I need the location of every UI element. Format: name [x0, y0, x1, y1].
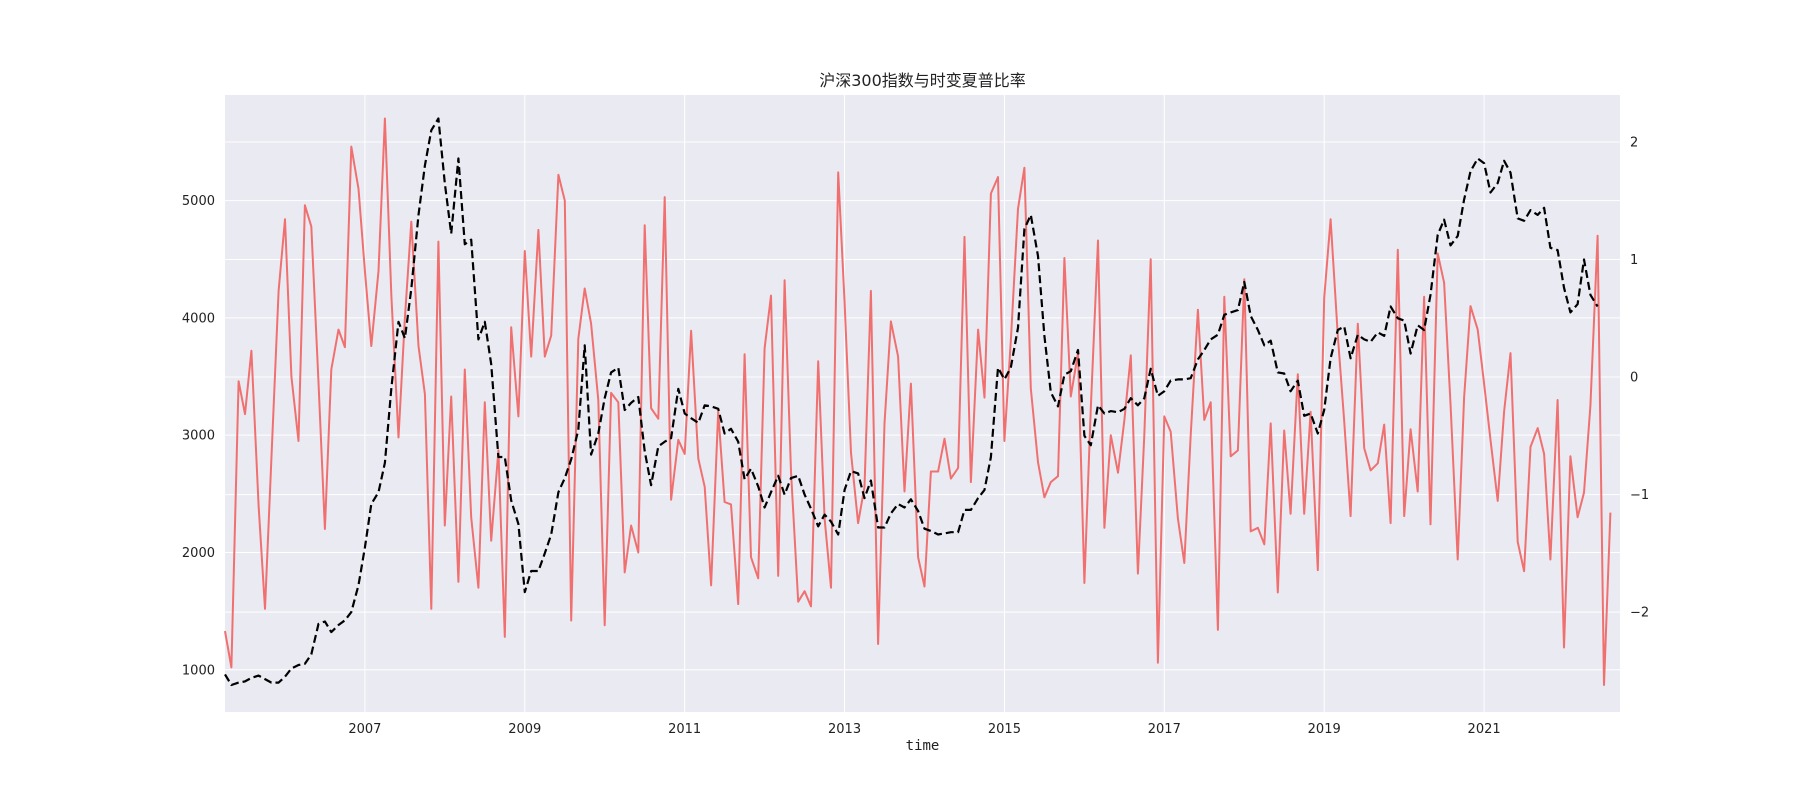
x-tick-label: 2011	[668, 722, 701, 737]
x-tick-label: 2019	[1308, 722, 1341, 737]
x-axis-label: time	[906, 738, 940, 754]
x-axis: 2007 2009 2011 2013 2015 2017 2019 2021	[348, 722, 1500, 737]
plot-area	[225, 95, 1620, 712]
series-layer	[224, 117, 1612, 687]
y-tick-label: 1000	[182, 663, 215, 678]
index-line	[224, 117, 1612, 686]
x-tick-label: 2017	[1148, 722, 1181, 737]
x-tick-label: 2021	[1468, 722, 1501, 737]
y-tick-label: 5000	[182, 194, 215, 209]
y-tick-label: 2000	[182, 546, 215, 561]
y-right-tick-label: 2	[1630, 136, 1638, 151]
y-right-tick-label: 0	[1630, 371, 1638, 386]
x-tick-label: 2013	[828, 722, 861, 737]
y-tick-label: 4000	[182, 311, 215, 326]
right-y-axis: −2 −1 0 1 2	[1630, 136, 1649, 621]
x-tick-label: 2009	[508, 722, 541, 737]
x-tick-label: 2007	[348, 722, 381, 737]
y-right-tick-label: −1	[1630, 488, 1649, 503]
grid	[225, 95, 1620, 712]
chart-title: 沪深300指数与时变夏普比率	[819, 71, 1026, 90]
y-right-tick-label: 1	[1630, 253, 1638, 268]
left-y-axis: 1000 2000 3000 4000 5000	[182, 194, 215, 678]
sharpe-ratio-line	[224, 117, 1599, 687]
y-right-tick-label: −2	[1630, 606, 1649, 621]
x-tick-label: 2015	[988, 722, 1021, 737]
y-tick-label: 3000	[182, 429, 215, 444]
